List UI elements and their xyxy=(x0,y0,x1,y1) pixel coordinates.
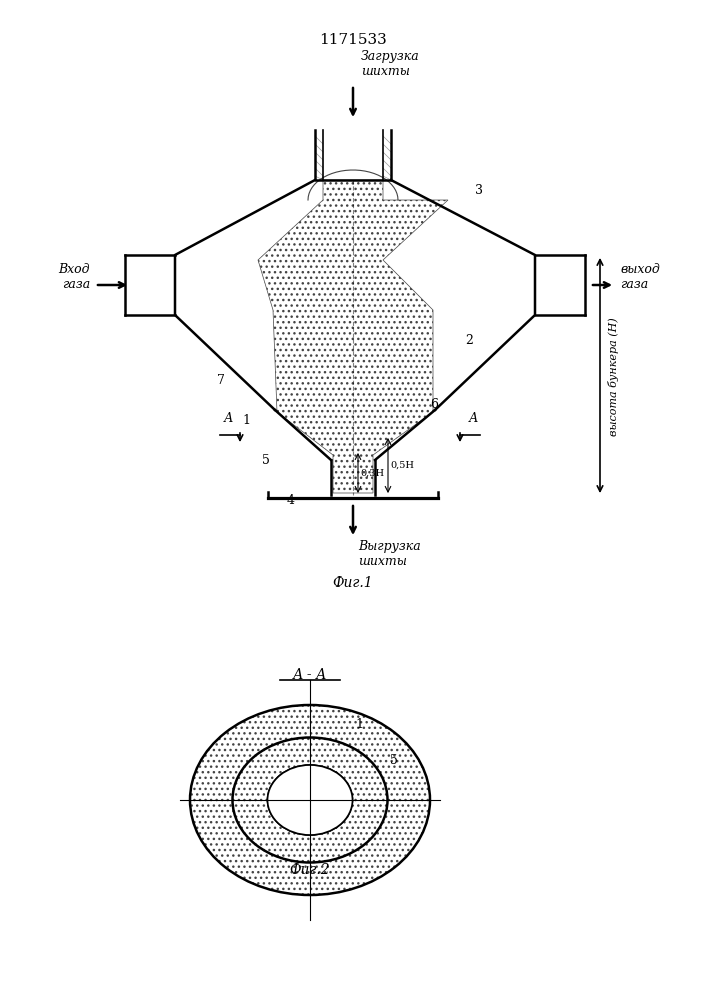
Text: 4: 4 xyxy=(287,493,295,506)
Text: Фиг.1: Фиг.1 xyxy=(333,576,373,590)
Ellipse shape xyxy=(233,738,387,862)
Text: 7: 7 xyxy=(217,373,225,386)
Text: 3: 3 xyxy=(475,184,483,196)
Text: высота бункера (Н): высота бункера (Н) xyxy=(608,317,619,436)
Text: 5: 5 xyxy=(390,754,398,766)
Polygon shape xyxy=(258,180,448,493)
Text: 5: 5 xyxy=(262,454,270,466)
Text: Загрузка
шихты: Загрузка шихты xyxy=(361,50,420,78)
Text: А: А xyxy=(468,412,478,425)
Text: 1: 1 xyxy=(242,414,250,426)
Text: 0,5Н: 0,5Н xyxy=(390,461,414,470)
Text: А - А: А - А xyxy=(293,668,327,682)
Text: 1171533: 1171533 xyxy=(319,33,387,47)
Text: 1: 1 xyxy=(355,718,363,732)
Text: 6: 6 xyxy=(430,398,438,412)
Text: Выгрузка
шихты: Выгрузка шихты xyxy=(358,540,421,568)
Text: Фиг.2: Фиг.2 xyxy=(290,863,330,877)
Text: выход
газа: выход газа xyxy=(620,263,660,291)
Text: 2: 2 xyxy=(465,334,473,347)
Text: А: А xyxy=(223,412,233,425)
Ellipse shape xyxy=(233,738,387,862)
Ellipse shape xyxy=(190,705,430,895)
Ellipse shape xyxy=(267,765,353,835)
Text: Вход
газа: Вход газа xyxy=(59,263,90,291)
Text: 0,3Н: 0,3Н xyxy=(360,468,384,478)
